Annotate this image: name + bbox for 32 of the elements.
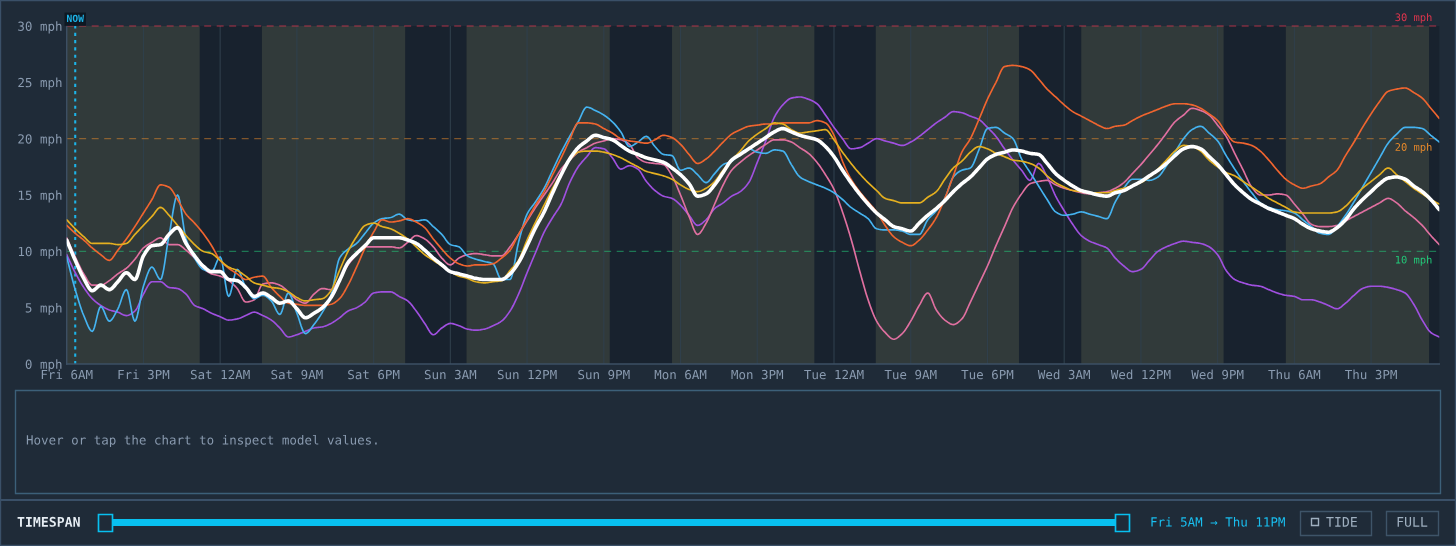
ref-line-label: 10 mph — [1395, 255, 1432, 266]
y-tick-label: 25 mph — [18, 77, 62, 90]
x-tick-label: Wed 3AM — [1037, 369, 1090, 380]
text: TIDE — [1326, 517, 1357, 527]
text: Fri 5AM → Thu 11PM — [1151, 516, 1285, 527]
x-tick-label: Sun 3AM — [424, 369, 477, 380]
text: FULL — [1397, 517, 1428, 527]
text: TIMESPAN — [17, 516, 80, 527]
x-tick-label: Mon 6AM — [654, 369, 707, 380]
ref-line-label: 20 mph — [1395, 142, 1432, 153]
y-tick-label: 5 mph — [25, 302, 62, 316]
x-tick-label: Tue 6PM — [961, 369, 1014, 380]
x-tick-label: Sat 12AM — [190, 369, 250, 380]
x-tick-label: Mon 3PM — [731, 369, 784, 380]
x-tick-label: Thu 6AM — [1268, 369, 1321, 380]
x-tick-label: Tue 12AM — [804, 369, 864, 380]
x-tick-label: Thu 3PM — [1345, 369, 1397, 380]
text: NOW — [67, 14, 85, 23]
x-tick-label: Fri 3PM — [118, 369, 170, 380]
x-tick-label: Sat 6PM — [348, 369, 400, 380]
text: Hover or tap the chart to inspect model values. — [26, 434, 377, 448]
y-tick-label: 20 mph — [18, 133, 62, 147]
ref-line-label: 30 mph — [1395, 13, 1432, 24]
x-tick-label: Wed 12PM — [1110, 369, 1171, 380]
y-tick-label: 10 mph — [18, 246, 62, 259]
x-tick-label: Sun 9PM — [578, 369, 630, 380]
x-tick-label: Tue 9AM — [884, 369, 937, 380]
x-tick-label: Sat 9AM — [271, 369, 323, 380]
x-tick-label: Sun 12PM — [497, 369, 557, 380]
y-tick-label: 15 mph — [18, 190, 62, 203]
x-tick-label: Wed 9PM — [1191, 369, 1244, 380]
y-tick-label: 30 mph — [18, 21, 62, 34]
